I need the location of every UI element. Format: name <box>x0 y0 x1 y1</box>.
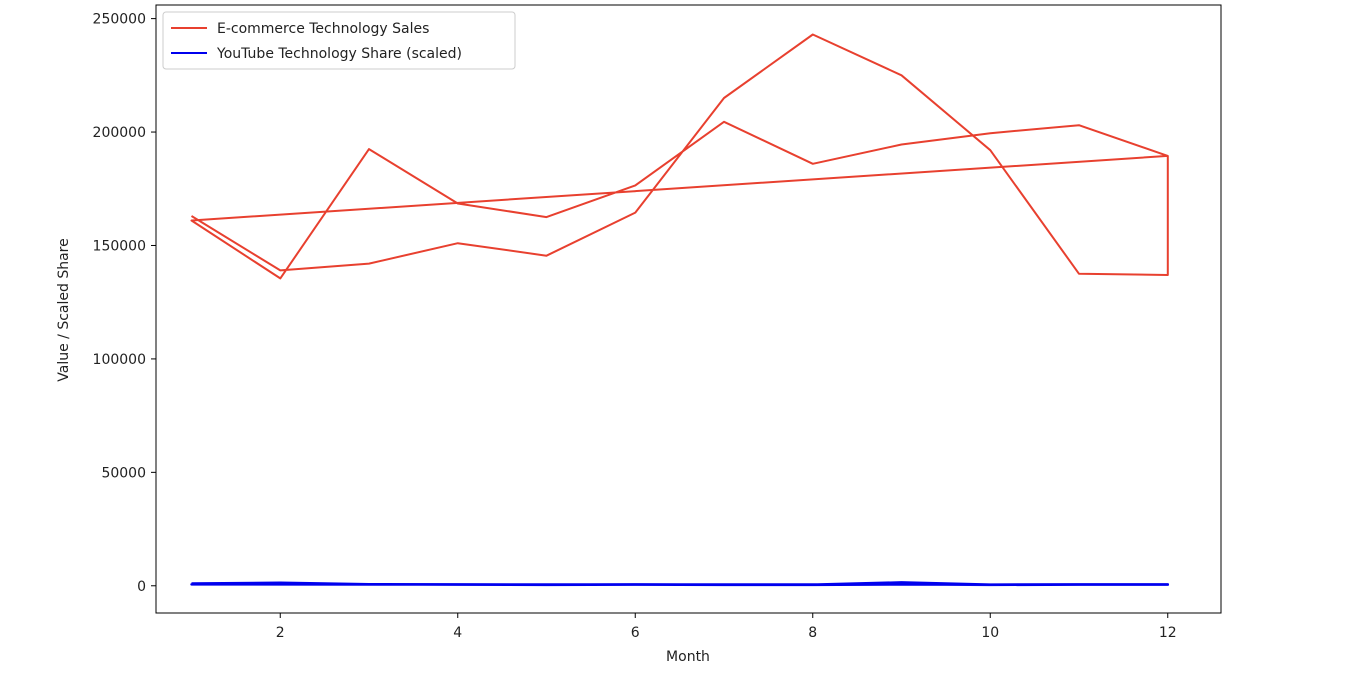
x-tick-label: 10 <box>981 625 999 641</box>
x-tick-label: 4 <box>453 625 462 641</box>
series-layer <box>190 33 1170 587</box>
legend-label-youtube: YouTube Technology Share (scaled) <box>216 46 462 62</box>
y-axis: 0 50000 100000 150000 200000 250000 <box>93 12 156 595</box>
series-line-youtube-share <box>190 581 1170 587</box>
x-tick-label: 6 <box>631 625 640 641</box>
x-axis: 2 4 6 8 10 12 <box>276 613 1177 641</box>
x-tick-label: 12 <box>1159 625 1177 641</box>
x-tick-label: 8 <box>808 625 817 641</box>
legend: E-commerce Technology Sales YouTube Tech… <box>162 11 516 70</box>
legend-label-ecommerce: E-commerce Technology Sales <box>217 21 429 37</box>
y-tick-label: 250000 <box>93 12 146 28</box>
legend-box <box>162 11 516 70</box>
y-axis-label: Value / Scaled Share <box>56 238 72 381</box>
x-tick-label: 2 <box>276 625 285 641</box>
plot-frame <box>155 4 1222 614</box>
y-tick-label: 0 <box>137 579 146 595</box>
series-line-ecommerce-sales <box>190 33 1169 280</box>
y-tick-label: 200000 <box>93 125 146 141</box>
y-tick-label: 150000 <box>93 238 146 254</box>
x-axis-label: Month <box>666 649 710 665</box>
y-tick-label: 50000 <box>101 465 146 481</box>
y-tick-label: 100000 <box>93 352 146 368</box>
